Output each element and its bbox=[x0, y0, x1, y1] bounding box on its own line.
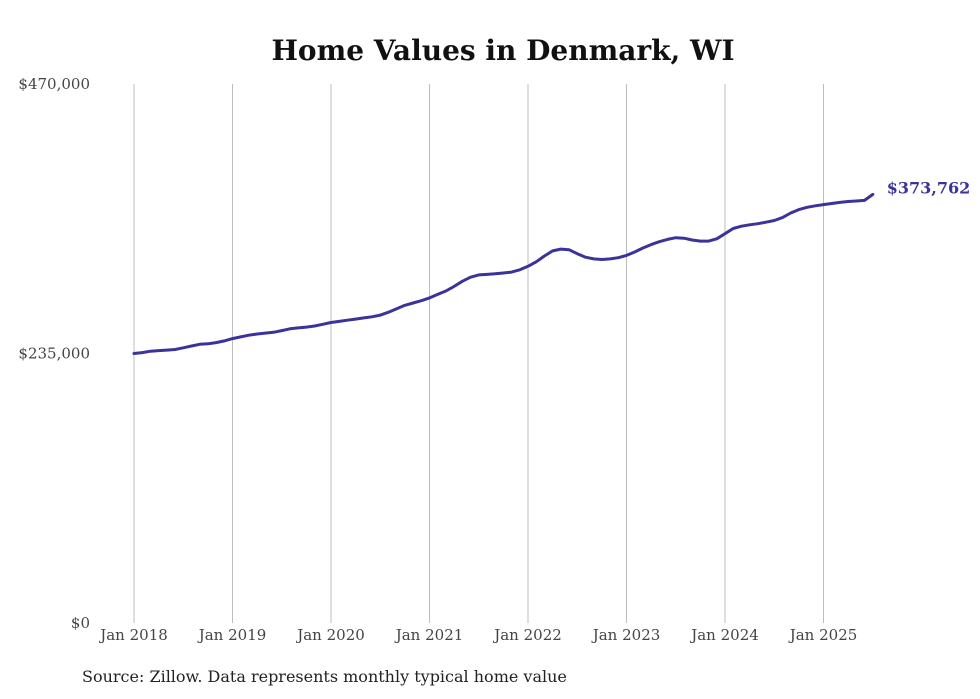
source-note: Source: Zillow. Data represents monthly … bbox=[82, 667, 567, 686]
x-axis-tick-labels: Jan 2018 Jan 2019 Jan 2020 Jan 2021 Jan 2022… bbox=[98, 626, 857, 644]
x-tick-label: Jan 2022 bbox=[492, 626, 562, 644]
x-tick-label: Jan 2025 bbox=[788, 626, 858, 644]
y-axis-tick-labels: $0 $235,000 $470,000 bbox=[18, 75, 90, 632]
x-tick-label: Jan 2024 bbox=[689, 626, 759, 644]
y-tick-label: $235,000 bbox=[18, 345, 90, 363]
end-value-label: $373,762 bbox=[887, 178, 971, 197]
y-tick-label: $0 bbox=[71, 614, 90, 632]
chart-title: Home Values in Denmark, WI bbox=[271, 34, 734, 67]
x-tick-label: Jan 2021 bbox=[394, 626, 464, 644]
home-value-line bbox=[132, 192, 875, 355]
x-tick-label: Jan 2023 bbox=[591, 626, 661, 644]
vertical-gridlines bbox=[133, 84, 824, 623]
x-tick-label: Jan 2018 bbox=[98, 626, 168, 644]
x-tick-label: Jan 2019 bbox=[197, 626, 267, 644]
x-tick-label: Jan 2020 bbox=[295, 626, 365, 644]
y-tick-label: $470,000 bbox=[18, 75, 90, 93]
series-layer: $373,762 bbox=[132, 178, 971, 355]
